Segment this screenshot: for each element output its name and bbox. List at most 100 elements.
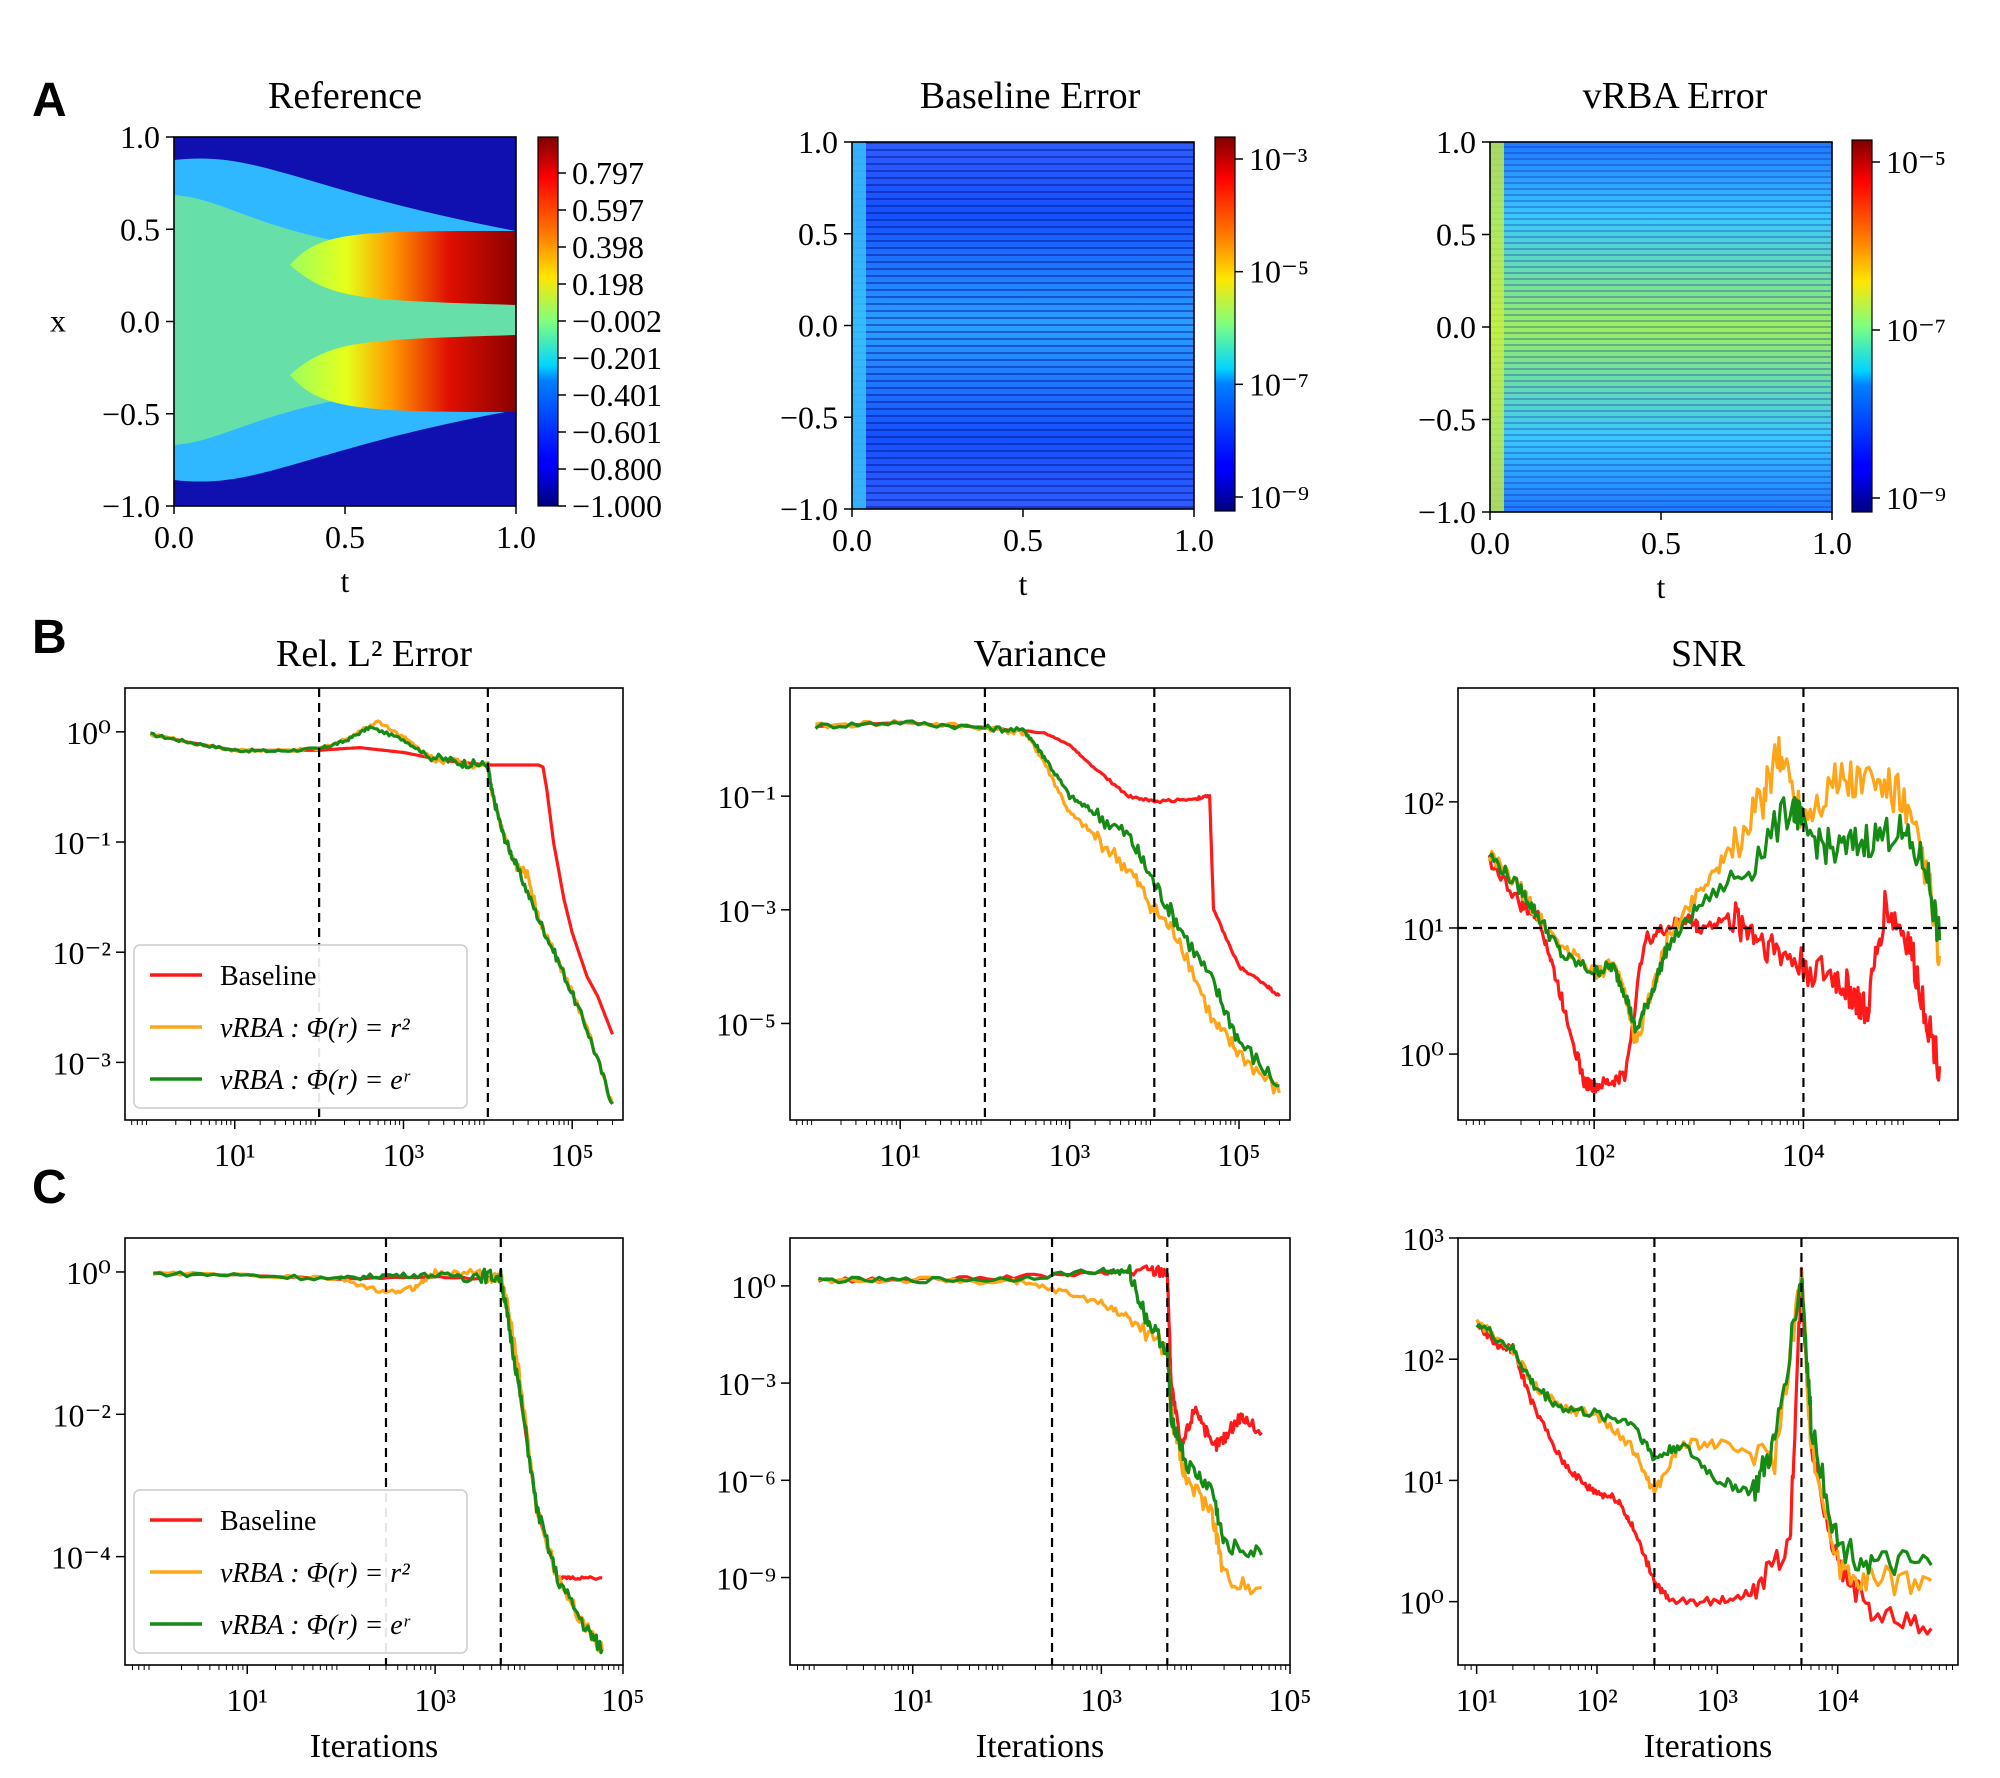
y-tick-label: 10⁻³ — [718, 1366, 776, 1402]
plot-area — [1487, 736, 1942, 1094]
chart-title: vRBA Error — [1583, 75, 1768, 117]
x-tick-label: 10⁴ — [1816, 1682, 1859, 1718]
y-tick-label: 10² — [1402, 785, 1444, 821]
series-line-baseline — [1487, 855, 1942, 1094]
chart-title: SNR — [1671, 633, 1746, 675]
line-chart-c1: 10¹ 10³ 10⁵ 10⁰ 10⁻² 10⁻⁴ Iterations Baseline vR… — [51, 1237, 645, 1765]
series-line-vrba_exp — [1475, 1277, 1933, 1577]
colorbar-vrba-error — [1851, 139, 1873, 513]
y-tick-label: 10⁰ — [1399, 1037, 1444, 1073]
y-tick-label: 10⁻³ — [718, 893, 776, 929]
heatmap-edge — [1490, 142, 1504, 512]
colorbar-tick-label: −0.201 — [572, 340, 662, 376]
y-tick-label: −0.5 — [780, 399, 838, 435]
y-tick-label: 10⁻² — [53, 1397, 111, 1433]
x-tick-label: 0.5 — [1641, 525, 1681, 561]
series-line-vrba_exp — [150, 725, 614, 1105]
colorbar-baseline-error — [1214, 136, 1236, 512]
series-line-vrba_r2 — [1475, 1269, 1933, 1597]
x-tick-label: 10¹ — [892, 1682, 934, 1718]
legend-label-vrba_exp: vRBA : Φ(r) = eʳ — [220, 1065, 411, 1096]
y-tick-label: 10¹ — [1402, 1463, 1444, 1499]
line-chart-b2: Variance 10¹ 10³ 10⁵ 10⁻¹ 10⁻³ 10⁻⁵ — [716, 633, 1291, 1173]
colorbar-tick-label: 10⁻³ — [1249, 141, 1307, 177]
y-tick-label: 0.5 — [1436, 217, 1476, 253]
colorbar-tick-label: 10⁻⁹ — [1886, 480, 1946, 516]
x-tick-label: 10⁵ — [551, 1137, 594, 1173]
x-tick-label: 0.5 — [1003, 522, 1043, 558]
plot-area — [817, 1264, 1264, 1596]
heatmap-edge — [852, 142, 866, 509]
x-tick-label: 0.0 — [832, 522, 872, 558]
colorbar-tick-label: 0.198 — [572, 266, 644, 302]
y-tick-label: 1.0 — [798, 124, 838, 160]
heatmap-band-lower — [290, 335, 516, 412]
colorbar-tick-label: −0.401 — [572, 377, 662, 413]
x-tick-label: 10² — [1573, 1137, 1615, 1173]
x-tick-label: 10³ — [1081, 1682, 1123, 1718]
y-tick-label: −1.0 — [102, 488, 160, 524]
legend-label-vrba_exp: vRBA : Φ(r) = eʳ — [220, 1610, 411, 1641]
y-tick-label: 10⁻⁴ — [51, 1540, 111, 1576]
plot-frame — [789, 1237, 1291, 1666]
x-axis-label: Iterations — [1644, 1728, 1772, 1765]
y-tick-label: 10¹ — [1402, 911, 1444, 947]
y-tick-label: 0.0 — [798, 308, 838, 344]
x-tick-label: 10⁵ — [601, 1682, 644, 1718]
plot-frame — [1457, 687, 1959, 1121]
panel-letter-a: A — [32, 74, 67, 127]
series-line-vrba_exp — [818, 1264, 1264, 1559]
x-tick-label: 0.5 — [325, 519, 365, 555]
colorbar-reference — [537, 136, 559, 507]
series-line-vrba_r2 — [818, 1275, 1263, 1596]
legend-box — [133, 944, 468, 1109]
colorbar-tick-label: 0.797 — [572, 155, 644, 191]
x-axis-label: t — [1019, 566, 1028, 602]
plot-frame — [789, 687, 1291, 1121]
plot-area — [814, 718, 1281, 1095]
legend: Baseline vRBA : Φ(r) = r² vRBA : Φ(r) = eʳ — [133, 944, 468, 1109]
plot-area — [1475, 1266, 1933, 1636]
y-tick-label: 10⁻⁹ — [716, 1561, 776, 1597]
heatmap-texture — [852, 142, 1194, 509]
y-tick-label: 10⁰ — [66, 715, 111, 751]
y-tick-label: −1.0 — [1418, 494, 1476, 530]
y-axis-label: x — [50, 303, 66, 339]
legend-box — [133, 1489, 468, 1654]
plot-frame — [1457, 1237, 1959, 1666]
legend-label-vrba_r2: vRBA : Φ(r) = r² — [220, 1558, 410, 1589]
y-tick-label: −0.5 — [1418, 402, 1476, 438]
x-axis-label: t — [1657, 569, 1666, 605]
legend-label-vrba_r2: vRBA : Φ(r) = r² — [220, 1013, 410, 1044]
y-tick-label: 10⁻⁵ — [716, 1006, 776, 1042]
x-tick-label: 10³ — [414, 1682, 456, 1718]
x-tick-label: 10¹ — [879, 1137, 921, 1173]
colorbar-tick-label: 10⁻⁷ — [1249, 366, 1309, 402]
series-line-vrba_r2 — [815, 718, 1281, 1095]
chart-title: Reference — [268, 75, 422, 117]
x-tick-label: 10⁵ — [1217, 1137, 1260, 1173]
x-axis-label: t — [341, 563, 350, 599]
heatmap-texture — [1490, 142, 1832, 512]
chart-title: Variance — [974, 633, 1107, 675]
plot-frame — [124, 1237, 624, 1666]
x-tick-label: 10³ — [1697, 1682, 1739, 1718]
x-tick-label: 10¹ — [1456, 1682, 1498, 1718]
heatmap-band-upper — [290, 230, 516, 305]
colorbar-tick-label: −0.002 — [572, 303, 662, 339]
y-tick-label: −0.5 — [102, 396, 160, 432]
x-tick-label: 10³ — [1049, 1137, 1091, 1173]
x-axis-label: Iterations — [976, 1728, 1104, 1765]
y-tick-label: 10⁻⁶ — [716, 1463, 776, 1499]
y-tick-label: 0.5 — [798, 216, 838, 252]
series-line-vrba_exp — [1488, 796, 1942, 1034]
y-tick-label: 10⁻³ — [53, 1045, 111, 1081]
y-tick-label: 1.0 — [120, 119, 160, 155]
colorbar-tick-label: 10⁻⁷ — [1886, 312, 1946, 348]
y-tick-label: −1.0 — [780, 491, 838, 527]
x-axis-label: Iterations — [310, 1728, 438, 1765]
y-tick-label: 10⁰ — [1399, 1585, 1444, 1621]
line-chart-c3: 10¹ 10² 10³ 10⁴ 10³ 10² 10¹ 10⁰ Iterations — [1399, 1221, 1959, 1765]
chart-title: Rel. L² Error — [276, 633, 472, 675]
